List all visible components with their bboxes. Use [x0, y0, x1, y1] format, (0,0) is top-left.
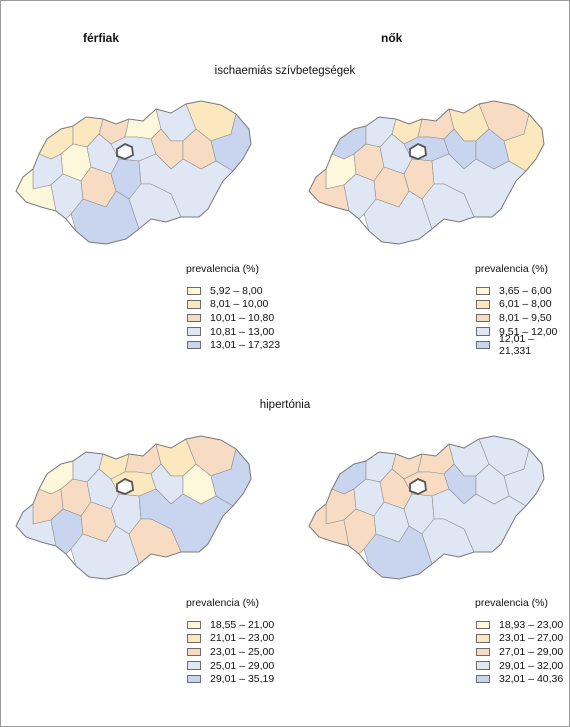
legend-swatch: [187, 340, 201, 350]
budapest-region: [116, 142, 134, 160]
country-outline: [308, 435, 545, 580]
legend-label: 5,92 – 8,00: [210, 284, 263, 297]
legend-label: 3,65 – 6,00: [499, 284, 552, 297]
legend-label: 8,01 – 10,00: [210, 298, 269, 311]
hungary-map: [308, 435, 545, 580]
legend-hypertension-women: prevalencia (%) 18,93 – 23,00 23,01 – 27,…: [475, 597, 563, 686]
legend-title: prevalencia (%): [475, 263, 548, 275]
legend-item: 29,01 – 35,19: [186, 672, 274, 686]
map-ischaemic-women: [304, 99, 549, 249]
legend-item: 10,81 – 13,00: [186, 325, 280, 339]
legend-item: 8,01 – 9,50: [475, 311, 569, 325]
legend-item: 10,01 – 10,80: [186, 311, 280, 325]
legend-item: 9,51 – 12,00: [475, 325, 569, 339]
legend-item: 18,93 – 23,00: [475, 618, 563, 632]
legend-swatch: [476, 340, 490, 350]
legend-swatch: [187, 286, 201, 296]
legend-label: 12,01 – 21,331: [498, 333, 535, 358]
legend-label: 29,01 – 35,19: [210, 673, 275, 686]
legend-swatch: [476, 313, 490, 323]
legend-swatch: [187, 634, 201, 643]
budapest-region: [116, 477, 134, 495]
legend-item: 8,01 – 10,00: [186, 298, 280, 312]
country-outline: [15, 435, 252, 580]
legend-item: 29,01 – 32,00: [475, 659, 563, 673]
legend-swatch: [187, 300, 201, 309]
legend-item: 23,01 – 27,00: [475, 632, 563, 646]
legend-label: 13,01 – 17,323: [210, 339, 281, 352]
legend-label: 6,01 – 8,00: [499, 298, 552, 311]
legend-swatch: [187, 620, 201, 630]
legend-swatch: [476, 620, 490, 630]
legend-hypertension-men: prevalencia (%) 18,55 – 21,00 21,01 – 23,…: [186, 597, 274, 686]
legend-item: 21,01 – 23,00: [186, 632, 274, 646]
legend-item: 13,01 – 17,323: [186, 338, 280, 352]
legend-ischaemic-men: prevalencia (%) 5,92 – 8,00 8,01 – 10,00 1…: [186, 263, 280, 352]
legend-item: 5,92 – 8,00: [186, 284, 280, 298]
legend-swatch: [187, 661, 201, 670]
section-title-ischaemic: ischaemiás szívbetegségek: [214, 65, 356, 77]
column-header-men: férfiak: [83, 31, 120, 45]
legend-label: 18,55 – 21,00: [210, 618, 275, 631]
legend-swatch: [476, 300, 490, 309]
budapest-region: [409, 477, 427, 495]
map-hypertension-men: [11, 434, 256, 584]
legend-label: 10,01 – 10,80: [210, 311, 275, 324]
legend-label: 23,01 – 27,00: [499, 632, 564, 645]
legend-swatch: [476, 647, 490, 657]
legend-label: 9,51 – 12,00: [499, 325, 558, 338]
legend-item: 3,65 – 6,00: [475, 284, 569, 298]
legend-item: 32,01 – 40,36: [475, 672, 563, 686]
legend-item: 18,55 – 21,00: [186, 618, 274, 632]
legend-swatch: [476, 286, 490, 296]
legend-title: prevalencia (%): [186, 597, 259, 609]
hungary-map: [308, 100, 545, 245]
legend-label: 32,01 – 40,36: [499, 673, 564, 686]
hungary-map: [15, 100, 252, 245]
legend-item: 12,01 – 21,331: [475, 333, 569, 357]
legend-swatch: [476, 661, 490, 670]
column-header-women: nők: [381, 31, 403, 45]
legend-item: 6,01 – 8,00: [475, 298, 569, 312]
legend-swatch: [187, 674, 201, 684]
legend-swatch: [476, 634, 490, 643]
section-title-hypertension: hipertónia: [259, 399, 311, 411]
legend-title: prevalencia (%): [475, 597, 548, 609]
legend-swatch: [187, 647, 201, 657]
legend-label: 25,01 – 29,00: [210, 659, 275, 672]
legend-label: 27,01 – 29,00: [499, 645, 564, 658]
legend-swatch: [187, 327, 201, 336]
map-ischaemic-men: [11, 99, 256, 249]
legend-label: 18,93 – 23,00: [499, 618, 564, 631]
legend-title: prevalencia (%): [186, 263, 259, 275]
map-hypertension-women: [304, 434, 549, 584]
legend-swatch: [476, 327, 490, 336]
legend-item: 23,01 – 25,00: [186, 645, 274, 659]
legend-label: 23,01 – 25,00: [210, 645, 275, 658]
legend-label: 8,01 – 9,50: [499, 311, 552, 324]
legend-label: 21,01 – 23,00: [210, 632, 275, 645]
budapest-region: [409, 142, 427, 160]
country-outline: [308, 100, 545, 245]
legend-swatch: [476, 674, 490, 684]
legend-ischaemic-women: prevalencia (%) 3,65 – 6,00 6,01 – 8,00 8,…: [475, 263, 569, 357]
legend-label: 29,01 – 32,00: [499, 659, 564, 672]
legend-item: 25,01 – 29,00: [186, 659, 274, 673]
legend-item: 27,01 – 29,00: [475, 645, 563, 659]
legend-swatch: [187, 313, 201, 323]
hungary-map: [15, 435, 252, 580]
legend-label: 10,81 – 13,00: [210, 325, 275, 338]
country-outline: [15, 100, 252, 245]
